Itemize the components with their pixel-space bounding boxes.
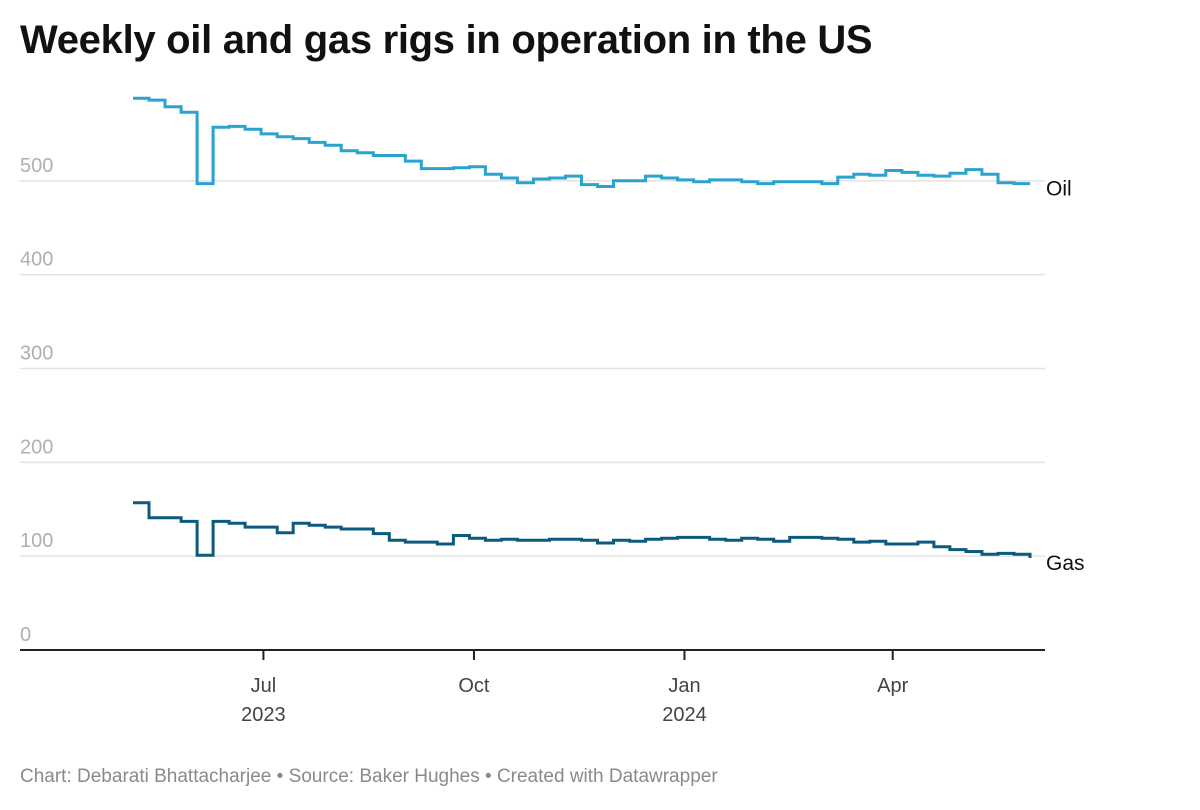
x-tick-label-apr: Apr bbox=[877, 675, 908, 697]
oil-series-line bbox=[133, 96, 1030, 188]
gridlines bbox=[20, 180, 1045, 557]
x-tick-label-jan: Jan bbox=[668, 675, 700, 697]
oil-series-label: Oil bbox=[1046, 178, 1072, 201]
y-axis-ticks: 0 100 200 300 400 500 bbox=[20, 155, 53, 646]
y-tick-label-500: 500 bbox=[20, 155, 53, 177]
y-tick-label-300: 300 bbox=[20, 343, 53, 365]
x-tick-label-jul: Jul bbox=[251, 675, 277, 697]
y-tick-label-0: 0 bbox=[20, 624, 31, 646]
series-labels: Oil Gas bbox=[1046, 178, 1085, 575]
x-axis: Jul 2023 Oct Jan 2024 Apr bbox=[20, 649, 1045, 726]
chart-title: Weekly oil and gas rigs in operation in … bbox=[20, 18, 873, 62]
series-lines bbox=[133, 96, 1032, 558]
x-tick-label-oct: Oct bbox=[458, 675, 490, 697]
y-tick-label-400: 400 bbox=[20, 249, 53, 271]
x-tick-year-2024: 2024 bbox=[662, 704, 707, 726]
gas-series-line bbox=[133, 501, 1032, 558]
y-tick-label-100: 100 bbox=[20, 530, 53, 552]
x-tick-year-2023: 2023 bbox=[241, 704, 286, 726]
chart-footer-credit: Chart: Debarati Bhattacharjee • Source: … bbox=[20, 766, 718, 787]
y-tick-label-200: 200 bbox=[20, 436, 53, 458]
gas-series-label: Gas bbox=[1046, 552, 1085, 575]
